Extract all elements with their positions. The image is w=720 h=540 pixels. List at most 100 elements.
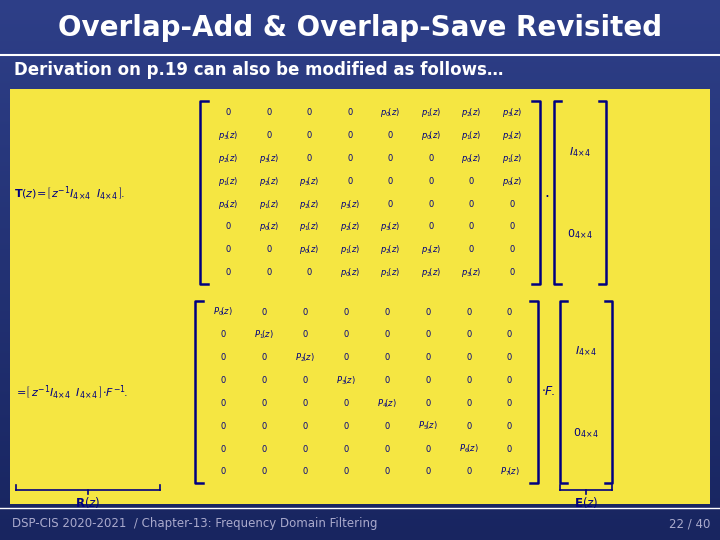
- Bar: [0, 323, 720, 324]
- Bar: [0, 393, 720, 394]
- Bar: [0, 115, 720, 116]
- Bar: [0, 371, 720, 372]
- Bar: [0, 5, 720, 6]
- Bar: [0, 295, 720, 296]
- Bar: [0, 416, 720, 417]
- Bar: [0, 486, 720, 487]
- Text: 0: 0: [261, 444, 267, 454]
- Bar: [0, 11, 720, 12]
- Bar: [0, 403, 720, 404]
- Bar: [0, 242, 720, 243]
- Bar: [0, 157, 720, 158]
- Bar: [0, 174, 720, 175]
- Bar: [0, 346, 720, 347]
- Bar: [0, 311, 720, 312]
- Bar: [0, 270, 720, 271]
- Bar: [0, 361, 720, 362]
- Bar: [0, 138, 720, 139]
- Bar: [0, 84, 720, 85]
- Text: 0: 0: [266, 268, 271, 277]
- Text: $P_4\!(z)$: $P_4\!(z)$: [377, 397, 397, 410]
- Bar: [0, 62, 720, 63]
- Text: $P_5\!(z)$: $P_5\!(z)$: [418, 420, 438, 433]
- Text: 0: 0: [307, 154, 312, 163]
- Bar: [0, 268, 720, 269]
- Bar: [0, 421, 720, 422]
- Bar: [0, 334, 720, 335]
- Bar: [0, 277, 720, 278]
- Text: $p_2\!(z)$: $p_2\!(z)$: [420, 266, 441, 279]
- Bar: [0, 99, 720, 100]
- Bar: [0, 209, 720, 210]
- Text: $p_0\!(z)$: $p_0\!(z)$: [420, 129, 441, 142]
- Bar: [0, 427, 720, 428]
- Bar: [0, 490, 720, 491]
- Bar: [0, 443, 720, 444]
- Text: $\mathbf{T}(z)\!=\!\left[\,z^{-1}I_{4\!\times\!4}\;\;I_{4\!\times\!4}\,\right]\!: $\mathbf{T}(z)\!=\!\left[\,z^{-1}I_{4\!\…: [14, 184, 125, 201]
- Bar: [0, 68, 720, 69]
- Bar: [0, 447, 720, 448]
- Bar: [0, 33, 720, 34]
- Bar: [0, 216, 720, 217]
- Bar: [0, 122, 720, 123]
- Bar: [0, 80, 720, 81]
- Bar: [0, 515, 720, 516]
- Text: 0: 0: [302, 422, 308, 431]
- Bar: [0, 165, 720, 166]
- Text: $p_0\!(z)$: $p_0\!(z)$: [462, 152, 482, 165]
- Bar: [0, 213, 720, 214]
- Bar: [0, 17, 720, 18]
- Bar: [0, 397, 720, 398]
- Bar: [0, 442, 720, 443]
- Bar: [0, 34, 720, 35]
- Bar: [0, 160, 720, 161]
- Bar: [0, 422, 720, 423]
- Bar: [0, 419, 720, 420]
- Bar: [0, 75, 720, 76]
- Bar: [0, 359, 720, 360]
- Bar: [0, 109, 720, 110]
- Bar: [0, 424, 720, 425]
- Bar: [0, 90, 720, 91]
- Bar: [0, 204, 720, 205]
- Text: 0: 0: [261, 376, 267, 385]
- Text: 0: 0: [261, 308, 267, 316]
- Bar: [0, 292, 720, 293]
- Text: 0: 0: [266, 245, 271, 254]
- Bar: [0, 148, 720, 149]
- Bar: [0, 240, 720, 241]
- Bar: [0, 136, 720, 137]
- Bar: [0, 431, 720, 432]
- Bar: [0, 535, 720, 536]
- Text: $p_0\!(z)$: $p_0\!(z)$: [218, 198, 238, 211]
- Text: $p_2\!(z)$: $p_2\!(z)$: [300, 198, 320, 211]
- Bar: [0, 477, 720, 478]
- Bar: [0, 244, 720, 245]
- Bar: [0, 147, 720, 148]
- Text: 0: 0: [261, 353, 267, 362]
- Text: 0: 0: [509, 200, 514, 208]
- Bar: [0, 171, 720, 172]
- Text: $\cdot F\!.$: $\cdot F\!.$: [541, 386, 554, 399]
- Bar: [0, 350, 720, 351]
- Text: 0: 0: [428, 177, 433, 186]
- Bar: [0, 275, 720, 276]
- Bar: [0, 212, 720, 213]
- Bar: [0, 426, 720, 427]
- Bar: [0, 430, 720, 431]
- Bar: [0, 354, 720, 355]
- Bar: [0, 182, 720, 183]
- Bar: [0, 239, 720, 240]
- Bar: [0, 405, 720, 406]
- Bar: [0, 500, 720, 501]
- Text: 0: 0: [428, 154, 433, 163]
- Text: 0: 0: [302, 444, 308, 454]
- Bar: [0, 510, 720, 511]
- Bar: [0, 536, 720, 537]
- Bar: [0, 208, 720, 209]
- Bar: [0, 527, 720, 528]
- Text: $.$: $.$: [544, 185, 549, 200]
- Bar: [0, 485, 720, 486]
- Bar: [0, 104, 720, 105]
- Bar: [0, 396, 720, 397]
